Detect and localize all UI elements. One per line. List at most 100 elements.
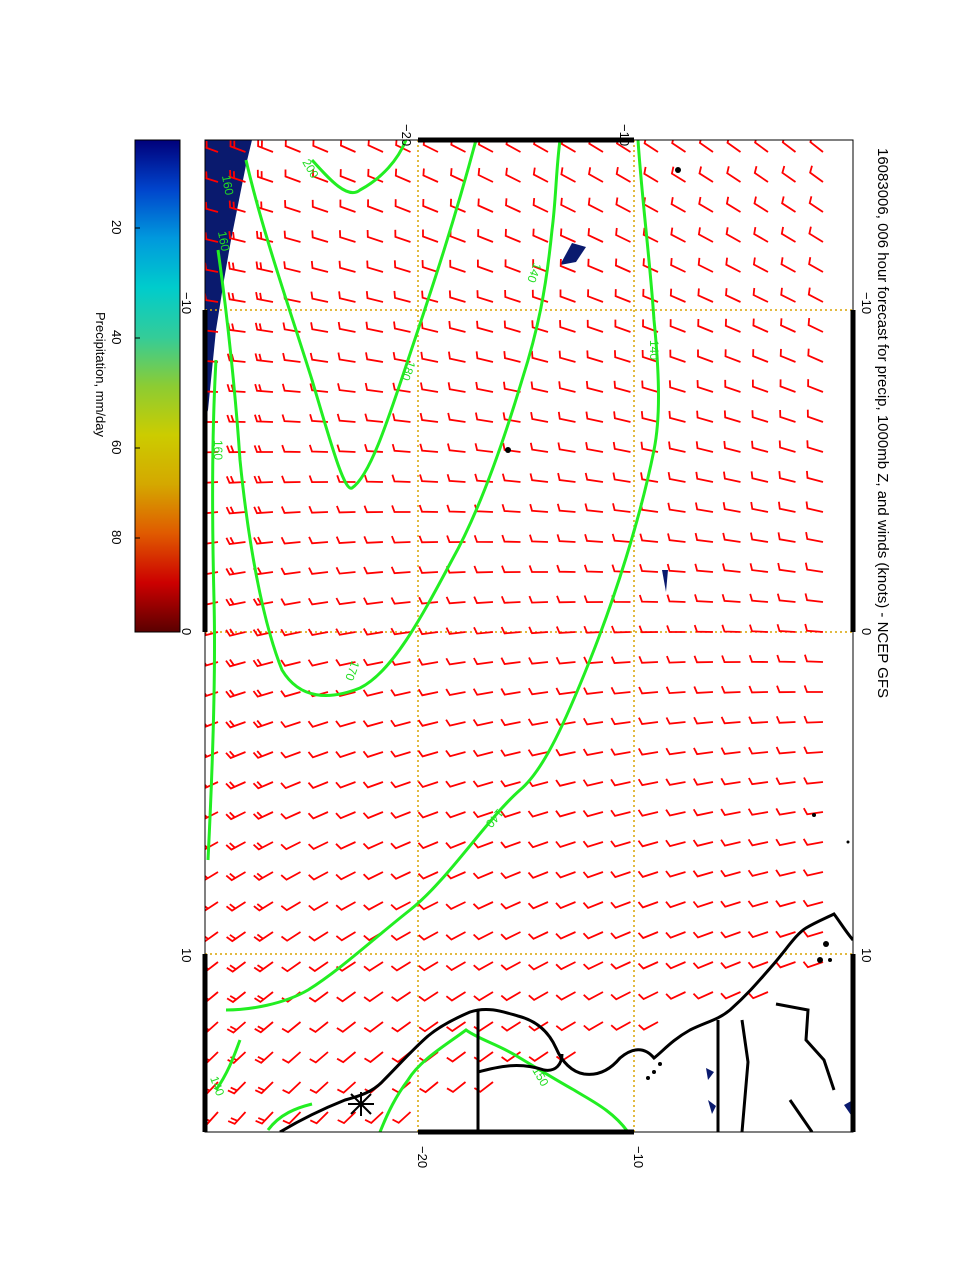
wind-barb [587, 289, 604, 303]
wind-barb [669, 349, 686, 363]
contour-label: 160 [219, 174, 236, 196]
wind-barb [588, 140, 604, 153]
lat-label: −20 [399, 124, 414, 146]
wind-barb [725, 257, 741, 273]
wind-barb [446, 1081, 467, 1093]
wind-barb [775, 900, 796, 908]
wind-barb [582, 871, 604, 879]
wind-barb [692, 900, 714, 909]
wind-barb [640, 411, 659, 423]
wind-barb [418, 566, 439, 574]
wind-barb [445, 811, 466, 819]
wind-barb [227, 1111, 247, 1125]
wind-barb [307, 628, 329, 637]
wind-barb [638, 1021, 659, 1031]
wind-barb [472, 719, 494, 727]
wind-barb [390, 750, 411, 758]
wind-barb [256, 169, 274, 183]
wind-barb [362, 781, 384, 789]
wind-barb [421, 290, 439, 303]
gridlines [205, 140, 853, 1132]
wind-barb [255, 291, 274, 303]
wind-barb [637, 809, 659, 817]
wind-barb [335, 597, 356, 606]
wind-barb [253, 871, 274, 881]
wind-barb [610, 871, 631, 879]
wind-barb [253, 445, 273, 453]
wind-barb [417, 811, 439, 819]
wind-barb [667, 502, 686, 513]
wind-barb [585, 411, 604, 423]
wind-barb [252, 719, 274, 729]
wind-barb [555, 871, 576, 879]
lon-labels-right: −10 0 10 [859, 292, 874, 962]
wind-barb [227, 1081, 247, 1095]
wind-barb [339, 230, 356, 243]
wind-barb [311, 199, 329, 213]
wind-barb [337, 383, 356, 393]
wind-barb [723, 440, 741, 453]
wind-barb [308, 567, 329, 575]
map-title: 16083006, 006 hour forecast for precip, … [874, 148, 891, 698]
wind-barb [528, 991, 549, 1001]
wind-barb [692, 991, 714, 1000]
wind-barb [556, 595, 576, 604]
contour-label: 170 [342, 659, 362, 683]
wind-barb [367, 168, 384, 183]
lat-labels-bottom: −20 −10 [415, 1146, 646, 1168]
wind-barb [587, 197, 604, 213]
wind-barb [445, 627, 466, 635]
wind-barb [309, 1081, 329, 1094]
wind-barb [252, 658, 274, 668]
wind-barb [693, 747, 714, 756]
wind-barb [804, 562, 824, 573]
wind-barb [780, 226, 796, 243]
wind-barb [752, 287, 769, 303]
wind-barb [559, 289, 576, 303]
wind-barb [228, 261, 246, 273]
wind-barb [778, 471, 796, 483]
wind-barb [637, 991, 659, 1001]
wind-barb [307, 659, 329, 667]
wind-barb [446, 504, 466, 513]
wind-barb [225, 689, 246, 698]
wind-barb [582, 779, 604, 787]
contour-line [244, 140, 478, 490]
wind-barb [363, 474, 384, 483]
wind-barb [776, 654, 796, 663]
wind-barb [445, 931, 466, 941]
wind-barb [362, 811, 384, 820]
wind-barb [391, 443, 411, 453]
wind-barb [529, 503, 549, 513]
wind-barb [477, 167, 494, 183]
wind-barb [583, 625, 604, 634]
wind-barb [747, 931, 769, 939]
wind-barb [560, 140, 576, 153]
wind-barb [445, 841, 466, 849]
wind-barb [280, 841, 301, 851]
wind-barb [532, 259, 549, 273]
wind-barb [391, 1021, 412, 1033]
wind-barb [366, 229, 384, 243]
wind-barb [362, 841, 384, 850]
wind-barb [254, 383, 274, 393]
wind-barb [336, 475, 356, 483]
wind-barb [720, 991, 741, 1000]
wind-barb [472, 901, 494, 910]
wind-barb [445, 596, 466, 605]
lat-label: −20 [415, 1146, 430, 1168]
wind-barb [335, 751, 356, 759]
wind-barb [803, 777, 824, 785]
wind-barb [255, 1111, 274, 1125]
wind-barb [225, 871, 246, 882]
wind-barb [666, 625, 686, 633]
wind-barb [751, 440, 769, 453]
wind-barb [365, 291, 384, 303]
wind-barb [560, 167, 576, 183]
wind-barb [529, 534, 549, 543]
wind-barb [584, 533, 604, 543]
wind-barb [752, 318, 769, 333]
wind-barb [614, 258, 631, 273]
wind-barb [720, 900, 741, 908]
wind-barb [422, 229, 439, 243]
